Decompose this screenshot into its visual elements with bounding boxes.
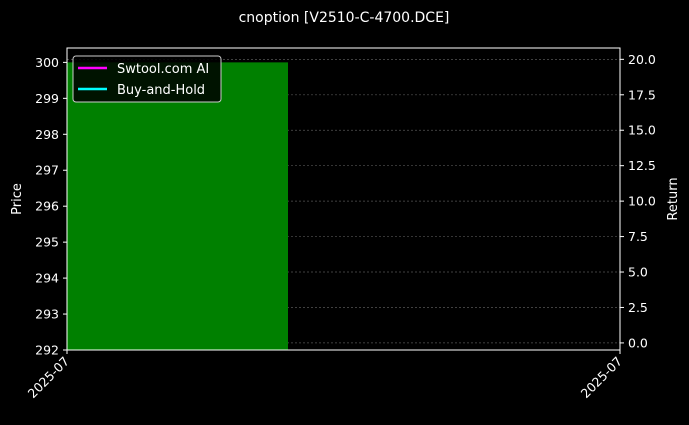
y2-tick-label: 5.0 [628,265,648,280]
y2-tick-label: 15.0 [628,123,656,138]
chart-title: cnoption [V2510-C-4700.DCE] [239,10,450,26]
y-tick-label: 295 [35,235,59,250]
x-tick-label: 2025-07 [25,354,73,402]
y2-tick-label: 10.0 [628,194,656,209]
legend-label-buyhold: Buy-and-Hold [117,83,205,98]
y-axis-label: Price [10,183,25,215]
y-tick-label: 298 [35,127,59,142]
y-tick-label: 299 [35,91,59,106]
y2-tick-label: 0.0 [628,335,648,350]
y2-tick-label: 20.0 [628,52,656,67]
y-tick-label: 300 [35,55,59,70]
y2-tick-label: 2.5 [628,300,648,315]
y2-tick-label: 7.5 [628,229,648,244]
price-bar [67,62,288,350]
y-tick-label: 296 [35,199,59,214]
y-tick-label: 292 [35,343,59,358]
x-tick-label: 2025-07 [578,354,626,402]
x-axis: 2025-07 2025-07 [25,350,626,402]
y2-tick-label: 12.5 [628,158,656,173]
y-axis-left: 292 293 294 295 296 297 298 299 300 [35,55,67,358]
y-tick-label: 297 [35,163,59,178]
legend: Swtool.com AI Buy-and-Hold [72,55,222,103]
bars [67,62,288,350]
y2-axis-label: Return [666,177,681,220]
y-tick-label: 294 [35,271,59,286]
plot-frame [66,47,621,351]
y-axis-right: 0.0 2.5 5.0 7.5 10.0 12.5 15.0 17.5 20.0 [620,52,656,350]
y2-tick-label: 17.5 [628,87,656,102]
y-tick-label: 293 [35,307,59,322]
legend-box [72,55,222,103]
legend-label-swtool: Swtool.com AI [117,62,209,77]
